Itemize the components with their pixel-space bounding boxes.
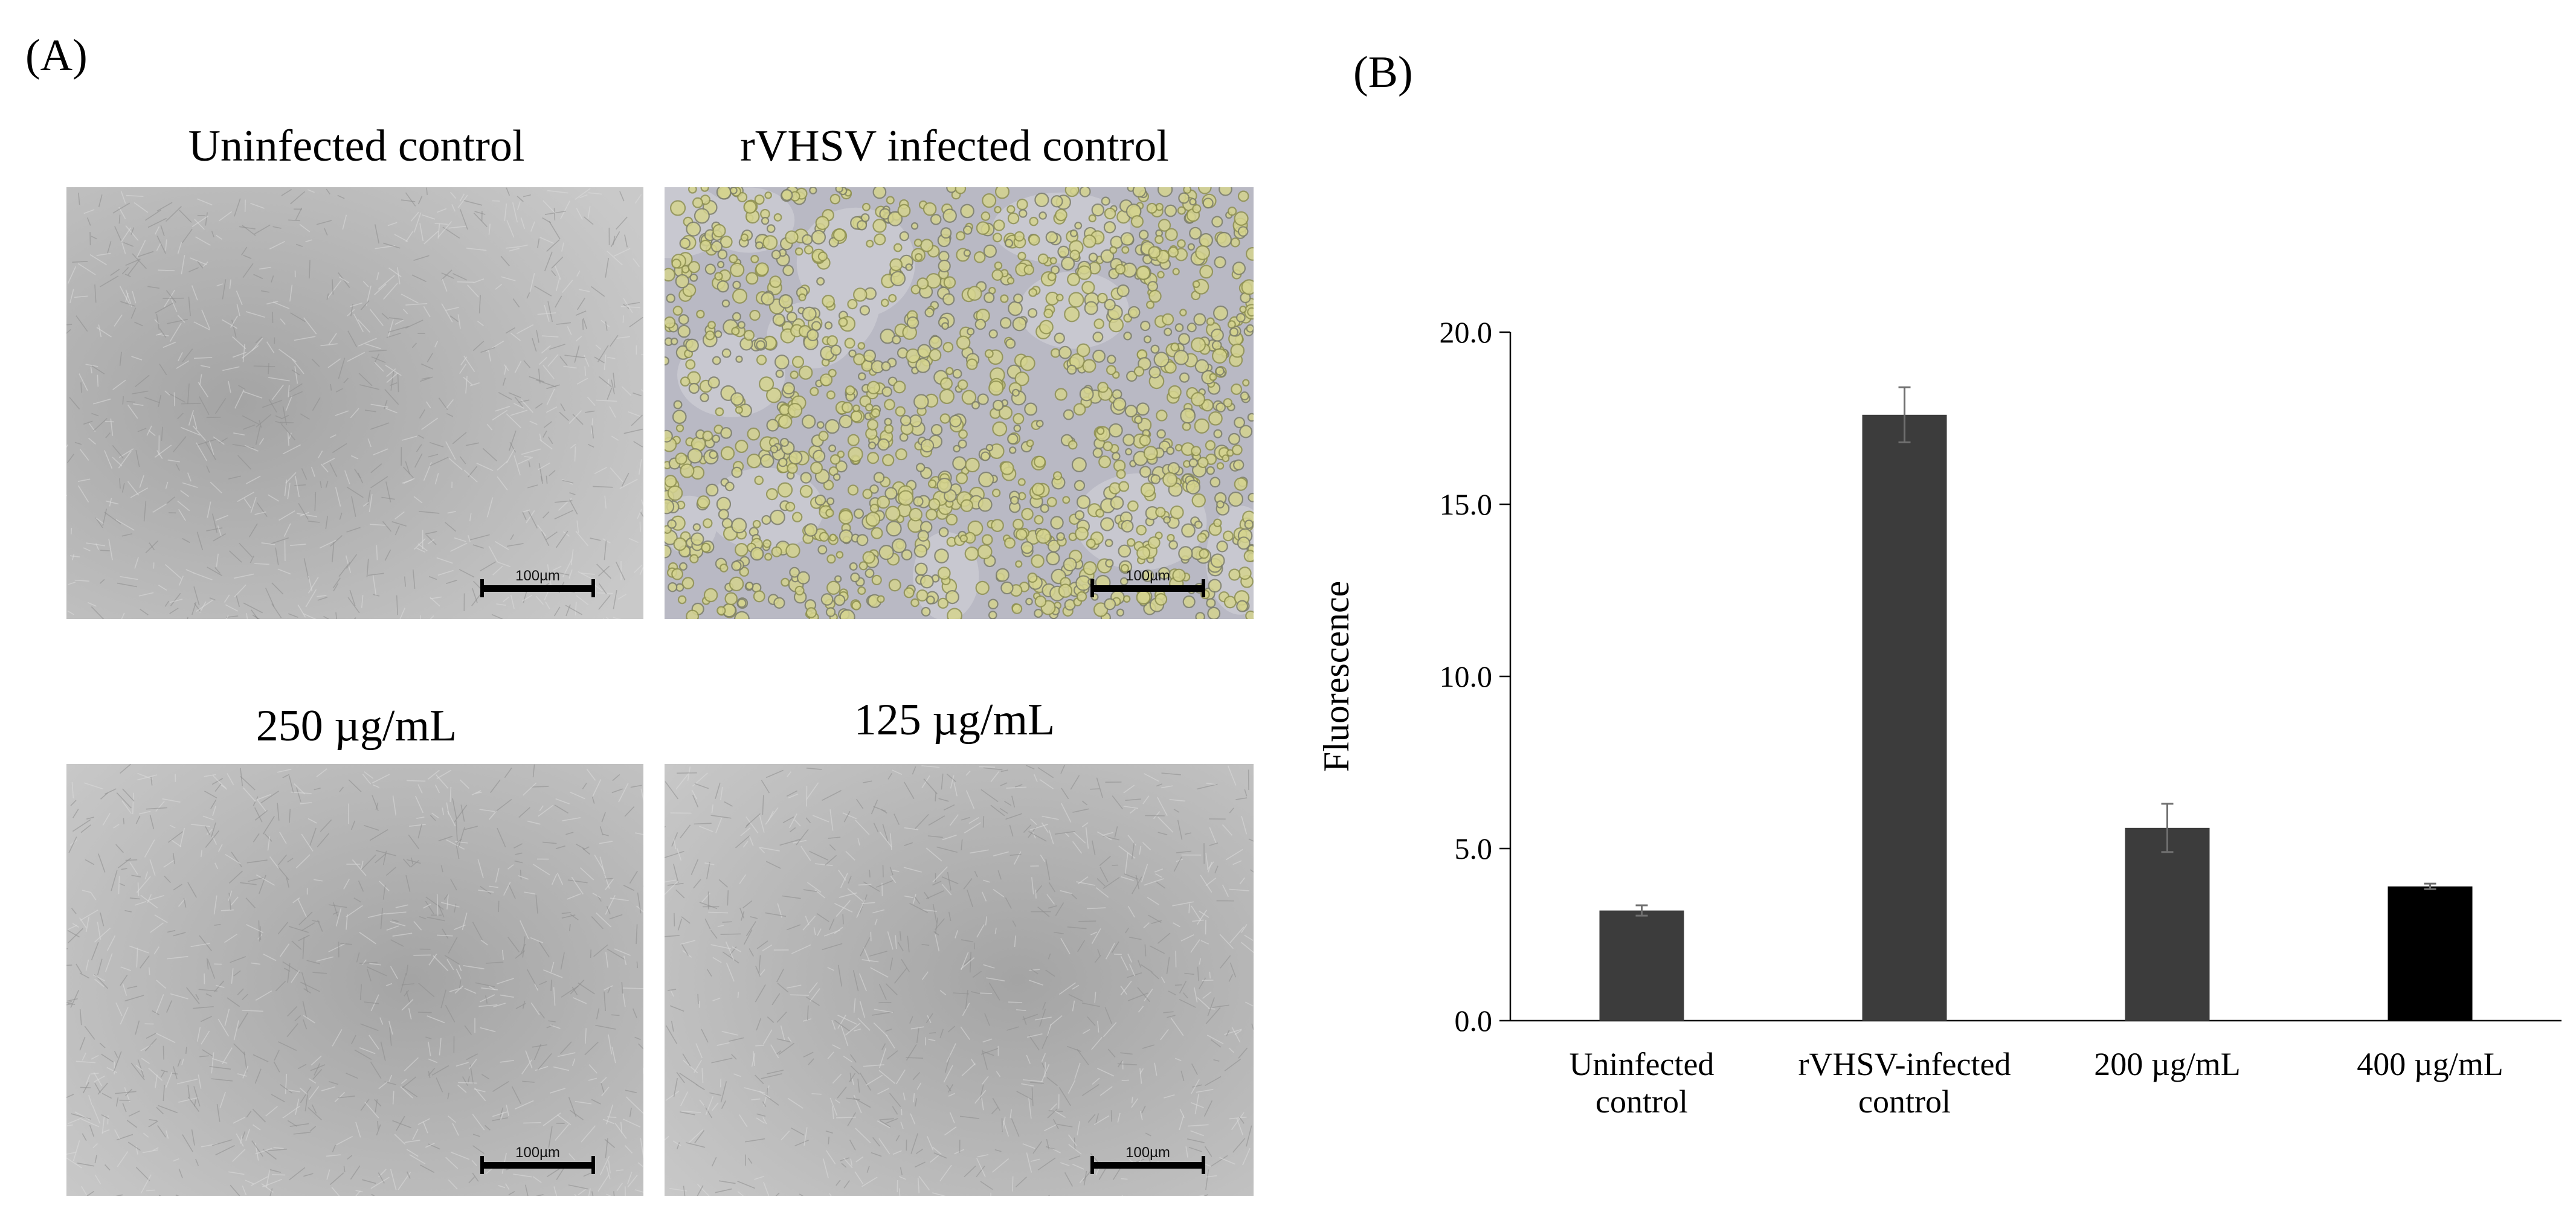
micrograph-infected: 100µm <box>665 187 1254 619</box>
scale-bar-label: 100µm <box>1125 1144 1170 1161</box>
micro-title-125: 125 µg/mL <box>854 695 1055 745</box>
bar <box>1862 414 1947 1021</box>
x-tick-label: 200 µg/mL <box>2094 1046 2241 1082</box>
x-tick-label: control <box>1596 1083 1688 1120</box>
bar <box>2125 827 2210 1021</box>
panel-b-label: (B) <box>1353 48 1413 97</box>
micrograph-125: 100µm <box>665 764 1254 1196</box>
x-tick-label: control <box>1858 1083 1951 1120</box>
micro-title-250: 250 µg/mL <box>256 701 457 751</box>
bar <box>1599 910 1684 1021</box>
micrograph-uninfected: 100µm <box>66 187 643 619</box>
error-bar <box>2161 803 2174 853</box>
error-bar <box>1898 386 1911 443</box>
y-tick-label: 15.0 <box>1440 487 1493 521</box>
bar <box>2388 886 2473 1021</box>
error-bar <box>2424 882 2436 890</box>
bar-chart: 0.0 5.0 10.0 15.0 20.0 Fluorescence Uninfected… <box>1316 315 2562 1120</box>
y-tick-label: 0.0 <box>1455 1004 1493 1038</box>
y-axis-title: Fluorescence <box>1316 581 1356 772</box>
scale-bar-label: 100µm <box>1125 568 1170 584</box>
x-tick-label: 400 µg/mL <box>2357 1046 2504 1082</box>
micro-title-uninfected: Uninfected control <box>188 121 525 171</box>
panel-a-label: (A) <box>25 31 88 80</box>
x-tick-label: rVHSV-infected <box>1798 1046 2011 1082</box>
x-tick-label: Uninfected <box>1570 1046 1715 1082</box>
y-tick-label: 10.0 <box>1440 660 1493 693</box>
y-tick-label: 5.0 <box>1455 832 1493 865</box>
y-tick-label: 20.0 <box>1440 315 1493 349</box>
scale-bar-label: 100µm <box>515 1144 560 1161</box>
scale-bar-label: 100µm <box>515 568 560 584</box>
micrograph-250: 100µm <box>66 764 643 1196</box>
micro-title-infected: rVHSV infected control <box>740 121 1169 171</box>
error-bar <box>1635 904 1648 917</box>
